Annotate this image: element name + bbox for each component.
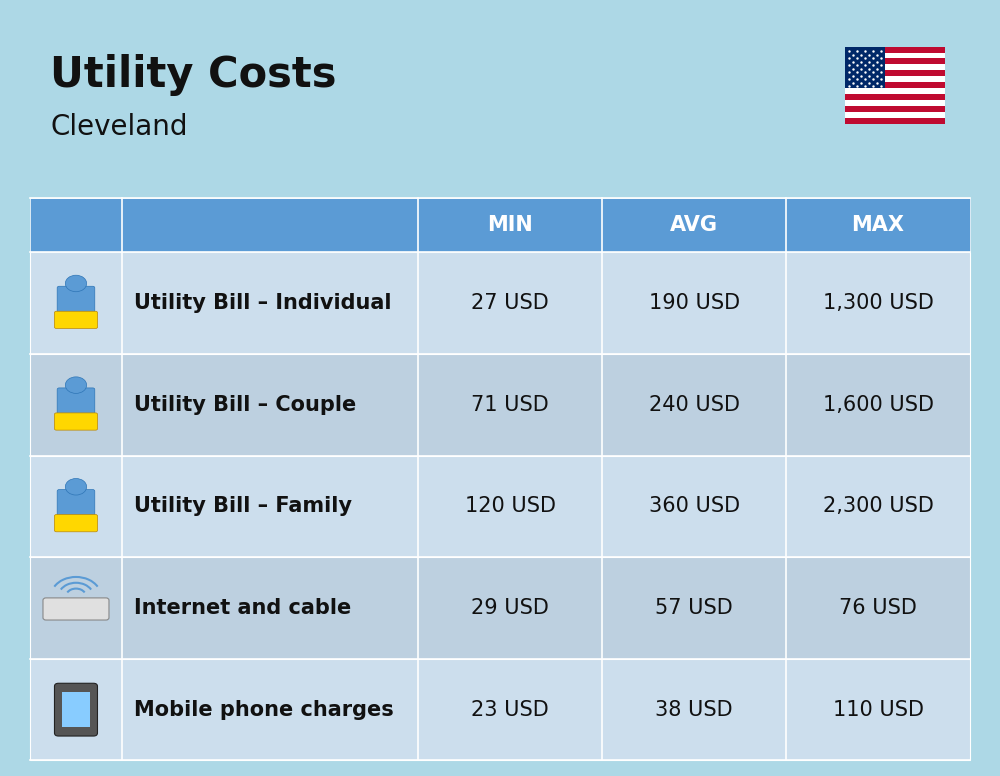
- FancyBboxPatch shape: [845, 71, 945, 76]
- FancyBboxPatch shape: [845, 95, 945, 100]
- Text: Cleveland: Cleveland: [50, 113, 188, 140]
- Text: 57 USD: 57 USD: [655, 598, 733, 618]
- FancyBboxPatch shape: [845, 58, 945, 64]
- Text: 360 USD: 360 USD: [649, 497, 740, 516]
- FancyBboxPatch shape: [845, 47, 945, 53]
- Text: 29 USD: 29 USD: [471, 598, 549, 618]
- FancyBboxPatch shape: [845, 100, 945, 106]
- Text: Internet and cable: Internet and cable: [134, 598, 351, 618]
- FancyBboxPatch shape: [845, 118, 945, 124]
- FancyBboxPatch shape: [845, 53, 945, 58]
- Text: Mobile phone charges: Mobile phone charges: [134, 700, 394, 719]
- Text: 1,600 USD: 1,600 USD: [823, 395, 934, 414]
- Text: 2,300 USD: 2,300 USD: [823, 497, 933, 516]
- FancyBboxPatch shape: [845, 76, 945, 82]
- Text: 240 USD: 240 USD: [649, 395, 740, 414]
- Text: Utility Bill – Individual: Utility Bill – Individual: [134, 293, 391, 313]
- FancyBboxPatch shape: [845, 113, 945, 118]
- Text: 120 USD: 120 USD: [465, 497, 556, 516]
- Text: 110 USD: 110 USD: [833, 700, 924, 719]
- FancyBboxPatch shape: [845, 106, 945, 113]
- FancyBboxPatch shape: [845, 88, 945, 95]
- Text: MAX: MAX: [852, 215, 905, 235]
- Text: Utility Costs: Utility Costs: [50, 54, 336, 96]
- Text: 38 USD: 38 USD: [655, 700, 733, 719]
- Text: 1,300 USD: 1,300 USD: [823, 293, 933, 313]
- Text: 76 USD: 76 USD: [839, 598, 917, 618]
- Text: Utility Bill – Couple: Utility Bill – Couple: [134, 395, 356, 414]
- Text: Utility Bill – Family: Utility Bill – Family: [134, 497, 352, 516]
- Text: AVG: AVG: [670, 215, 718, 235]
- Text: 71 USD: 71 USD: [471, 395, 549, 414]
- Text: MIN: MIN: [487, 215, 533, 235]
- FancyBboxPatch shape: [845, 64, 945, 71]
- Text: 190 USD: 190 USD: [649, 293, 740, 313]
- Text: 23 USD: 23 USD: [471, 700, 549, 719]
- FancyBboxPatch shape: [845, 47, 885, 88]
- Text: 27 USD: 27 USD: [471, 293, 549, 313]
- FancyBboxPatch shape: [845, 82, 945, 88]
